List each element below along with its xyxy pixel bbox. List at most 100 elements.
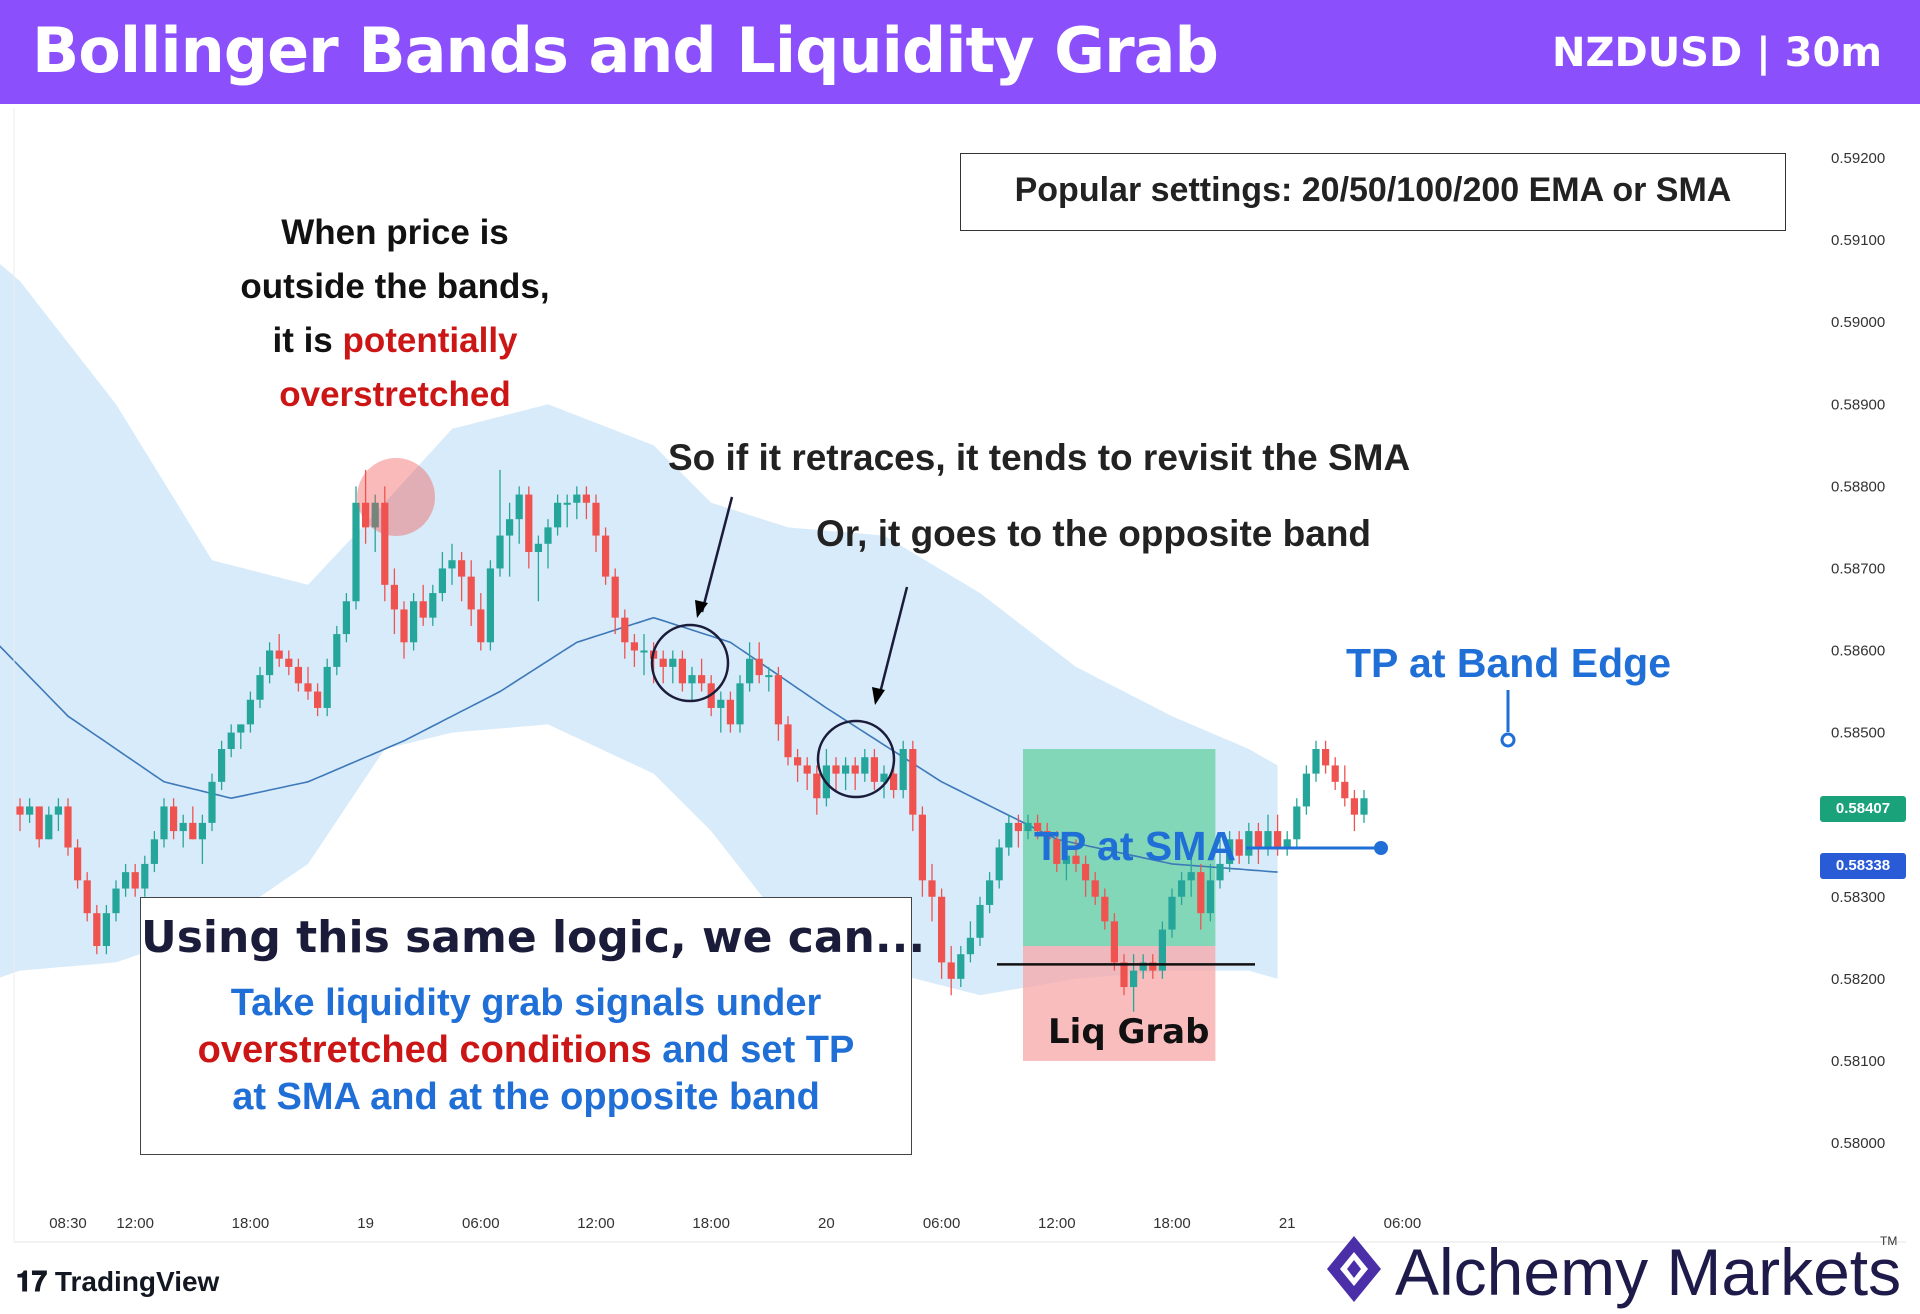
candle — [458, 552, 466, 602]
candle-body — [410, 601, 418, 643]
candle — [554, 494, 562, 536]
y-tick-label: 0.58700 — [1831, 560, 1885, 577]
y-tick-label: 0.58100 — [1831, 1053, 1885, 1070]
candle — [189, 806, 197, 840]
candle — [1082, 855, 1090, 897]
note-line-3: it is potentially — [200, 314, 590, 368]
candle — [1149, 954, 1157, 979]
candle — [506, 502, 514, 577]
candle — [112, 880, 120, 922]
candle — [592, 494, 600, 552]
candle — [1062, 847, 1070, 881]
candle — [333, 625, 341, 676]
y-tick-label: 0.58900 — [1831, 396, 1885, 413]
candle-body — [813, 773, 821, 799]
candle — [803, 757, 811, 791]
last-price-tag: 0.58407 — [1820, 796, 1906, 822]
candle — [938, 888, 946, 979]
candle-body — [717, 699, 725, 708]
candle — [678, 650, 686, 692]
candle — [74, 839, 82, 889]
candle-body — [227, 732, 235, 749]
candle-body — [294, 666, 302, 684]
candle-body — [554, 502, 562, 528]
candle-body — [755, 658, 763, 676]
candle-body — [938, 896, 946, 963]
candle — [890, 765, 898, 799]
candle-body — [266, 650, 274, 676]
note-line-4: overstretched — [279, 375, 511, 414]
candle-body — [1293, 806, 1301, 840]
candle-body — [928, 880, 936, 897]
candle-body — [122, 872, 130, 889]
candle-body — [1360, 798, 1368, 815]
candle — [986, 872, 994, 914]
candle-body — [1178, 880, 1186, 897]
candle — [1350, 790, 1358, 832]
candle-body — [890, 773, 898, 791]
candle — [1043, 822, 1051, 848]
candle-body — [150, 839, 158, 864]
candle — [198, 814, 206, 864]
candle — [755, 642, 763, 684]
x-tick-label: 06:00 — [1384, 1215, 1422, 1232]
logic-line-1: Take liquidity grab signals under — [230, 982, 822, 1024]
candle — [515, 486, 523, 544]
sma-price-tag: 0.58338 — [1820, 853, 1906, 879]
candle — [765, 666, 773, 692]
candle-body — [765, 675, 773, 678]
candle-body — [515, 494, 523, 520]
candle — [1168, 888, 1176, 938]
candle-body — [256, 675, 264, 700]
candle-body — [957, 954, 965, 979]
x-tick-label: 12:00 — [1038, 1215, 1076, 1232]
candle-body — [93, 913, 101, 946]
candle-body — [1120, 962, 1128, 988]
candle-body — [1005, 822, 1013, 848]
candle — [1034, 814, 1042, 840]
candle — [1216, 839, 1224, 889]
candle-body — [774, 675, 782, 725]
candle-body — [477, 609, 485, 643]
candle-body — [400, 609, 408, 643]
candle-body — [986, 880, 994, 905]
x-tick-label: 12:00 — [577, 1215, 615, 1232]
candle-body — [880, 773, 888, 782]
candle — [736, 675, 744, 733]
candle-body — [486, 568, 494, 643]
candle-body — [1014, 822, 1022, 832]
candle-body — [1101, 896, 1109, 922]
candle-body — [582, 494, 590, 503]
logic-heading: Using this same logic, we can... — [141, 912, 926, 963]
candle-body — [218, 749, 226, 782]
note-line-3b: potentially — [342, 321, 518, 360]
candle-body — [352, 502, 360, 602]
candle-body — [381, 502, 389, 585]
logic-line-3: at SMA and at the opposite band — [232, 1076, 820, 1118]
candle — [842, 757, 850, 791]
alchemy-diamond-icon — [1327, 1236, 1381, 1302]
candle — [237, 724, 245, 749]
trademark: TM — [1880, 1234, 1898, 1248]
candle-body — [1034, 822, 1042, 832]
candle-body — [131, 872, 139, 889]
candle-body — [573, 494, 581, 503]
candle — [141, 855, 149, 897]
candle — [304, 666, 312, 700]
candle-body — [208, 781, 216, 823]
candle — [266, 642, 274, 684]
note-line-1: When price is — [281, 213, 509, 252]
candle — [1158, 921, 1166, 979]
candle — [602, 527, 610, 585]
settings-box: Popular settings: 20/50/100/200 EMA or S… — [960, 153, 1786, 231]
candle-body — [1341, 781, 1349, 799]
candle — [179, 814, 187, 848]
retrace-note: So if it retraces, it tends to revisit t… — [668, 437, 1411, 478]
candle — [486, 560, 494, 651]
y-tick-label: 0.58800 — [1831, 478, 1885, 495]
candle — [784, 716, 792, 766]
candle-body — [458, 560, 466, 577]
y-tick-label: 0.58200 — [1831, 971, 1885, 988]
candle — [83, 872, 91, 922]
candle-body — [870, 757, 878, 782]
